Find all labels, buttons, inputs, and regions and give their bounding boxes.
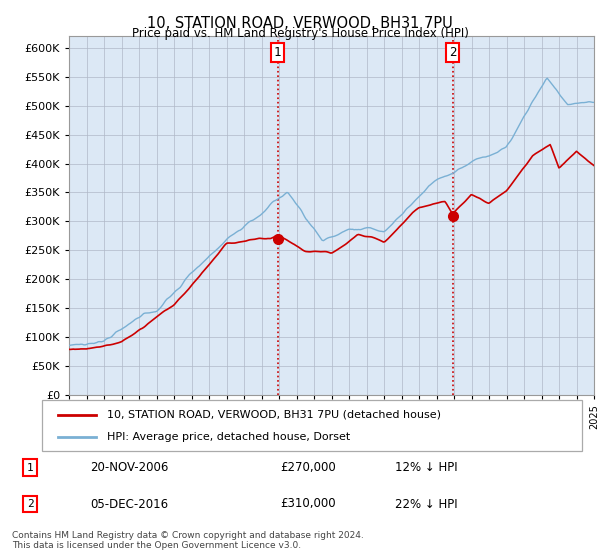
Text: Contains HM Land Registry data © Crown copyright and database right 2024.
This d: Contains HM Land Registry data © Crown c…: [12, 531, 364, 550]
Text: Price paid vs. HM Land Registry's House Price Index (HPI): Price paid vs. HM Land Registry's House …: [131, 27, 469, 40]
Text: 10, STATION ROAD, VERWOOD, BH31 7PU: 10, STATION ROAD, VERWOOD, BH31 7PU: [147, 16, 453, 31]
Text: 1: 1: [26, 463, 34, 473]
Text: 05-DEC-2016: 05-DEC-2016: [90, 497, 168, 511]
Text: 1: 1: [274, 46, 281, 59]
Text: 20-NOV-2006: 20-NOV-2006: [90, 461, 169, 474]
Text: 2: 2: [26, 499, 34, 509]
Text: 10, STATION ROAD, VERWOOD, BH31 7PU (detached house): 10, STATION ROAD, VERWOOD, BH31 7PU (det…: [107, 409, 441, 419]
FancyBboxPatch shape: [42, 400, 582, 451]
Text: £310,000: £310,000: [280, 497, 335, 511]
Text: HPI: Average price, detached house, Dorset: HPI: Average price, detached house, Dors…: [107, 432, 350, 442]
Text: 12% ↓ HPI: 12% ↓ HPI: [395, 461, 458, 474]
Text: 22% ↓ HPI: 22% ↓ HPI: [395, 497, 458, 511]
Text: £270,000: £270,000: [280, 461, 336, 474]
Text: 2: 2: [449, 46, 457, 59]
